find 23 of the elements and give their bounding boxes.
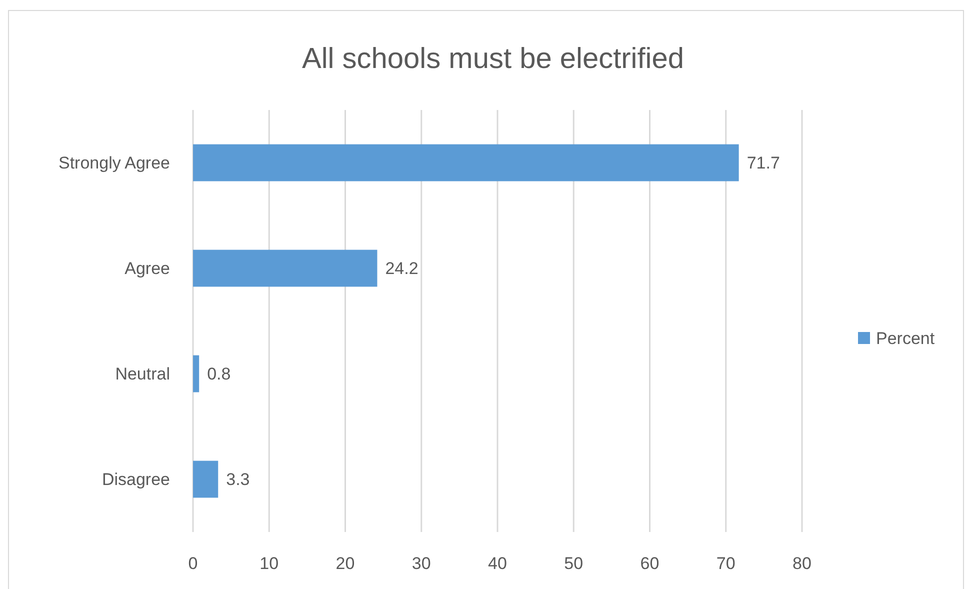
data-label: 71.7 (746, 154, 780, 173)
data-label: 0.8 (207, 364, 231, 384)
x-tick-label: 10 (260, 554, 279, 573)
x-tick-label: 70 (716, 554, 736, 573)
x-tick-label: 60 (640, 554, 660, 573)
x-tick-label: 0 (188, 554, 198, 573)
x-tick-label: 30 (412, 554, 431, 573)
bar (193, 144, 739, 182)
data-label: 3.3 (226, 470, 250, 490)
x-tick-label: 80 (792, 554, 812, 573)
y-tick-label: Strongly Agree (58, 154, 170, 173)
bar (193, 355, 200, 392)
y-tick-label: Agree (124, 259, 170, 278)
x-tick-label: 20 (336, 554, 355, 573)
bar (193, 250, 378, 287)
bar (193, 460, 218, 498)
y-tick-label: Disagree (102, 470, 170, 490)
legend-label: Percent (876, 328, 935, 348)
x-tick-label: 40 (488, 554, 507, 573)
chart-title: All schools must be electrified (302, 43, 684, 76)
y-tick-label: Neutral (115, 364, 170, 384)
data-label: 24.2 (385, 259, 418, 278)
x-tick-label: 50 (564, 554, 584, 573)
